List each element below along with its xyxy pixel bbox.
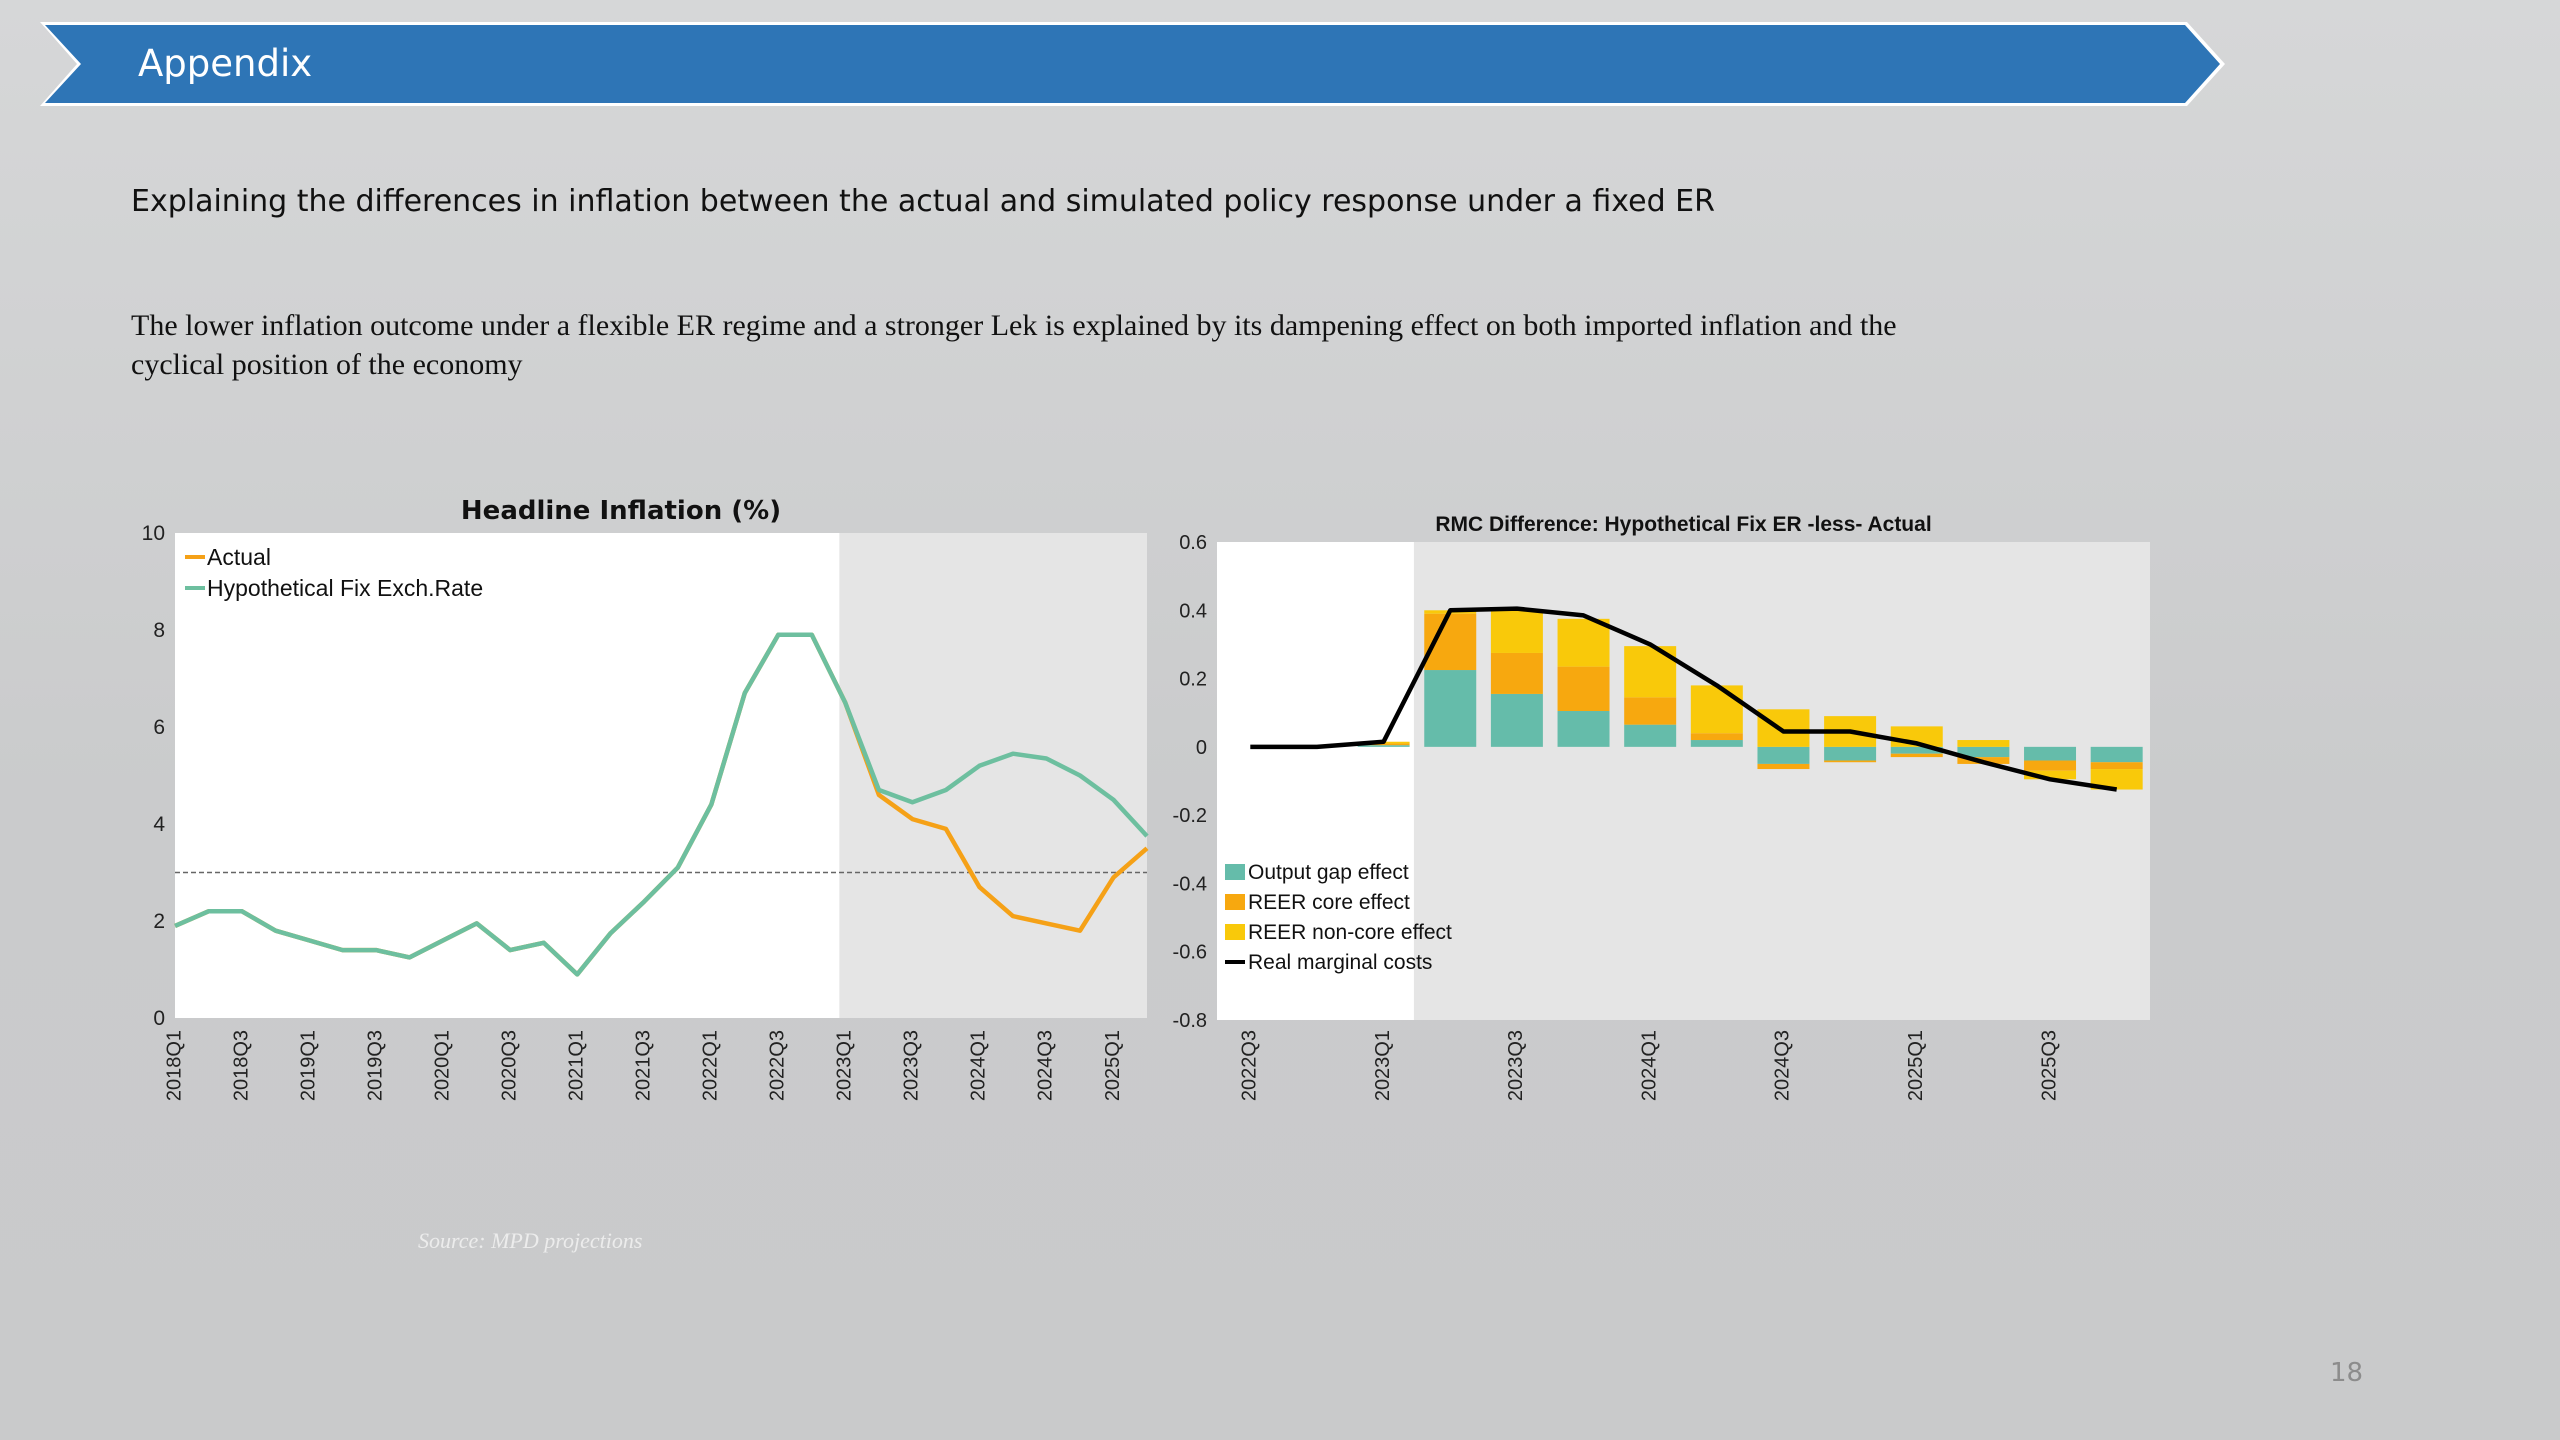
reer-core-bar (1890, 753, 1943, 758)
forecast-shading (839, 533, 1147, 1018)
y-tick-label: 0.2 (1179, 669, 1207, 691)
y-tick-label: -0.2 (1173, 805, 1207, 827)
x-tick-label: 2020Q1 (431, 1030, 453, 1101)
x-tick-label: 2019Q3 (364, 1030, 386, 1101)
output-gap-bar (1757, 746, 1810, 764)
x-tick-label: 2023Q3 (1505, 1030, 1527, 1101)
reer-noncore-bar (2024, 770, 2077, 780)
y-tick-label: -0.4 (1173, 873, 1207, 895)
reer-core-bar (1557, 666, 1610, 712)
source-note: Source: MPD projections (418, 1228, 643, 1253)
chart-title: RMC Difference: Hypothetical Fix ER -les… (1435, 513, 1931, 536)
output-gap-bar (1424, 670, 1477, 747)
x-tick-label: 2021Q3 (633, 1030, 655, 1101)
x-tick-label: 2018Q3 (230, 1030, 252, 1101)
output-gap-bar (1490, 693, 1543, 747)
hypothetical-series-line (174, 632, 1149, 977)
output-gap-bar (1624, 724, 1677, 747)
real-marginal-costs-line (1250, 606, 2118, 792)
rmc-difference-chart: RMC Difference: Hypothetical Fix ER -les… (1173, 513, 2150, 1101)
reer-core-bar (1357, 743, 1410, 746)
x-tick-label: 2018Q1 (163, 1030, 185, 1101)
title-banner: Appendix (40, 22, 2225, 106)
x-tick-label: 2022Q3 (767, 1030, 789, 1101)
legend-label: REER non-core effect (1248, 921, 1452, 944)
legend-label: Output gap effect (1248, 861, 1409, 884)
output-gap-bar (1957, 746, 2010, 758)
x-tick-label: 2024Q1 (968, 1030, 990, 1101)
legend-label: Real marginal costs (1248, 951, 1432, 974)
reer-noncore-bar (1957, 740, 2010, 747)
y-tick-label: 2 (153, 910, 165, 933)
x-tick-label: 2019Q1 (297, 1030, 319, 1101)
output-gap-bar (1357, 745, 1410, 747)
reer-noncore-bar (1690, 685, 1743, 734)
x-tick-label: 2024Q1 (1638, 1030, 1660, 1101)
output-gap-bar (1557, 711, 1610, 747)
reer-core-bar (1490, 652, 1543, 694)
y-tick-label: 0.6 (1179, 532, 1207, 554)
legend-label: REER core effect (1248, 891, 1410, 914)
slide-body-text: The lower inflation outcome under a flex… (131, 309, 1897, 381)
legend-swatch (1225, 894, 1245, 910)
output-gap-bar (1690, 740, 1743, 747)
reer-core-bar (1757, 763, 1810, 770)
reer-core-bar (1690, 733, 1743, 741)
x-tick-label: 2022Q1 (700, 1030, 722, 1101)
x-tick-label: 2021Q1 (565, 1030, 587, 1101)
y-tick-label: 0 (1196, 737, 1207, 759)
reer-core-bar (1824, 760, 1877, 763)
x-tick-label: 2024Q3 (1035, 1030, 1057, 1101)
banner-title: Appendix (138, 42, 313, 85)
output-gap-bar (2090, 746, 2143, 763)
y-tick-label: 4 (153, 813, 165, 836)
reer-core-bar (2090, 762, 2143, 770)
y-tick-label: 0.4 (1179, 600, 1207, 622)
x-tick-label: 2023Q1 (834, 1030, 856, 1101)
y-tick-label: 8 (153, 619, 165, 642)
output-gap-bar (1890, 746, 1943, 754)
x-tick-label: 2025Q1 (1905, 1030, 1927, 1101)
y-tick-label: 10 (142, 522, 165, 545)
banner-arrow-shape (40, 22, 2225, 106)
page-number: 18 (2330, 1358, 2364, 1388)
reer-noncore-bar (1757, 709, 1810, 747)
x-tick-label: 2025Q3 (2038, 1030, 2060, 1101)
x-tick-label: 2025Q1 (1102, 1030, 1124, 1101)
y-tick-label: 0 (153, 1007, 165, 1030)
legend-label: Actual (207, 544, 271, 570)
x-tick-label: 2023Q3 (901, 1030, 923, 1101)
y-tick-label: -0.8 (1173, 1010, 1207, 1032)
reer-core-bar (2024, 760, 2077, 771)
x-tick-label: 2023Q1 (1372, 1030, 1394, 1101)
reer-noncore-bar (1490, 610, 1543, 653)
reer-noncore-bar (1557, 618, 1610, 667)
legend-label: Hypothetical Fix Exch.Rate (207, 575, 483, 601)
output-gap-bar (1824, 746, 1877, 761)
legend-swatch (1225, 924, 1245, 940)
y-tick-label: -0.6 (1173, 942, 1207, 964)
x-tick-label: 2022Q3 (1239, 1030, 1261, 1101)
reer-core-bar (1624, 697, 1677, 725)
chart-title: Headline Inflation (%) (461, 496, 781, 526)
x-tick-label: 2020Q3 (498, 1030, 520, 1101)
y-tick-label: 6 (153, 716, 165, 739)
legend-swatch (1225, 864, 1245, 880)
headline-inflation-chart: Headline Inflation (%) 0 2 4 6 8 10 2018Q1 2018Q… (142, 496, 1149, 1101)
output-gap-bar (2024, 746, 2077, 761)
slide-subtitle: Explaining the differences in inflation … (131, 184, 1715, 219)
x-tick-label: 2024Q3 (1772, 1030, 1794, 1101)
reer-noncore-bar (2090, 769, 2143, 790)
